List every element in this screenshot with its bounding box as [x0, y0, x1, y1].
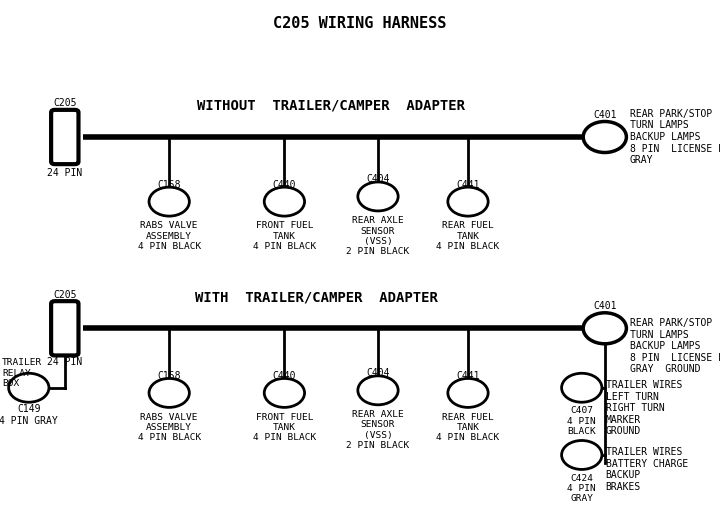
Circle shape	[264, 378, 305, 407]
Circle shape	[358, 376, 398, 405]
Circle shape	[583, 313, 626, 344]
Text: C205: C205	[53, 290, 76, 300]
Text: C404: C404	[366, 368, 390, 378]
Text: REAR PARK/STOP
TURN LAMPS
BACKUP LAMPS
8 PIN  LICENSE LAMPS
GRAY  GROUND: REAR PARK/STOP TURN LAMPS BACKUP LAMPS 8…	[630, 318, 720, 374]
Circle shape	[448, 187, 488, 216]
Circle shape	[583, 121, 626, 153]
Text: C205: C205	[53, 98, 76, 109]
Text: C441: C441	[456, 371, 480, 381]
Text: C441: C441	[456, 179, 480, 190]
Text: C407
4 PIN
BLACK: C407 4 PIN BLACK	[567, 406, 596, 436]
Text: TRAILER WIRES
LEFT TURN
RIGHT TURN
MARKER
GROUND: TRAILER WIRES LEFT TURN RIGHT TURN MARKE…	[606, 380, 682, 436]
Text: C440: C440	[273, 371, 296, 381]
Circle shape	[149, 378, 189, 407]
Circle shape	[264, 187, 305, 216]
Text: C401: C401	[593, 110, 616, 120]
Text: C149
4 PIN GRAY: C149 4 PIN GRAY	[0, 404, 58, 426]
Text: C401: C401	[593, 301, 616, 311]
Circle shape	[149, 187, 189, 216]
Text: TRAILER WIRES
BATTERY CHARGE
BACKUP
BRAKES: TRAILER WIRES BATTERY CHARGE BACKUP BRAK…	[606, 447, 688, 492]
Text: C440: C440	[273, 179, 296, 190]
Text: REAR AXLE
SENSOR
(VSS)
2 PIN BLACK: REAR AXLE SENSOR (VSS) 2 PIN BLACK	[346, 410, 410, 450]
Text: REAR FUEL
TANK
4 PIN BLACK: REAR FUEL TANK 4 PIN BLACK	[436, 413, 500, 443]
Text: FRONT FUEL
TANK
4 PIN BLACK: FRONT FUEL TANK 4 PIN BLACK	[253, 221, 316, 251]
Text: C404: C404	[366, 174, 390, 185]
Text: REAR FUEL
TANK
4 PIN BLACK: REAR FUEL TANK 4 PIN BLACK	[436, 221, 500, 251]
FancyBboxPatch shape	[51, 301, 78, 356]
FancyBboxPatch shape	[51, 110, 78, 164]
Text: REAR PARK/STOP
TURN LAMPS
BACKUP LAMPS
8 PIN  LICENSE LAMPS
GRAY: REAR PARK/STOP TURN LAMPS BACKUP LAMPS 8…	[630, 109, 720, 165]
Text: REAR AXLE
SENSOR
(VSS)
2 PIN BLACK: REAR AXLE SENSOR (VSS) 2 PIN BLACK	[346, 216, 410, 256]
Circle shape	[358, 182, 398, 211]
Text: WITHOUT  TRAILER/CAMPER  ADAPTER: WITHOUT TRAILER/CAMPER ADAPTER	[197, 99, 465, 113]
Text: WITH  TRAILER/CAMPER  ADAPTER: WITH TRAILER/CAMPER ADAPTER	[195, 290, 438, 305]
Text: RABS VALVE
ASSEMBLY
4 PIN BLACK: RABS VALVE ASSEMBLY 4 PIN BLACK	[138, 221, 201, 251]
Text: 24 PIN: 24 PIN	[48, 168, 82, 178]
Text: C158: C158	[158, 371, 181, 381]
Circle shape	[448, 378, 488, 407]
Text: 24 PIN: 24 PIN	[48, 357, 82, 367]
Text: C158: C158	[158, 179, 181, 190]
Text: RABS VALVE
ASSEMBLY
4 PIN BLACK: RABS VALVE ASSEMBLY 4 PIN BLACK	[138, 413, 201, 443]
Circle shape	[9, 373, 49, 402]
Text: C205 WIRING HARNESS: C205 WIRING HARNESS	[274, 16, 446, 31]
Text: TRAILER
RELAY
BOX: TRAILER RELAY BOX	[2, 358, 42, 388]
Circle shape	[562, 373, 602, 402]
Circle shape	[562, 440, 602, 469]
Text: C424
4 PIN
GRAY: C424 4 PIN GRAY	[567, 474, 596, 504]
Text: FRONT FUEL
TANK
4 PIN BLACK: FRONT FUEL TANK 4 PIN BLACK	[253, 413, 316, 443]
